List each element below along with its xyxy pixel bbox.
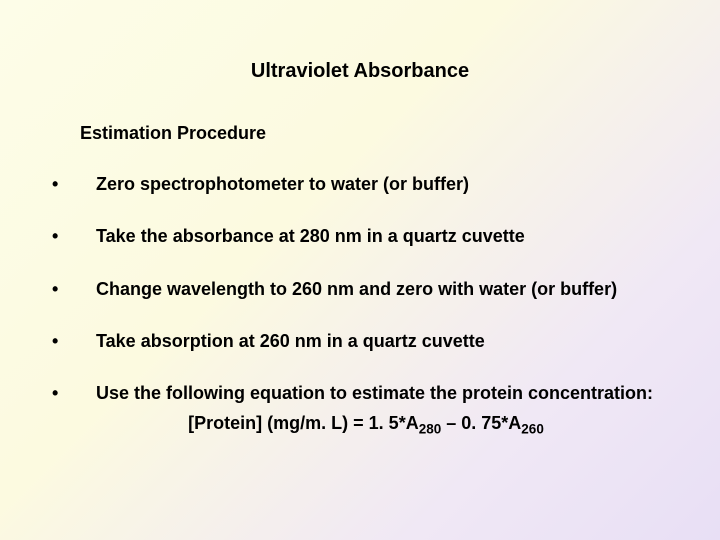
equation-sub: 260 [521, 422, 544, 437]
bullet-icon: • [52, 277, 96, 301]
bullet-text-line: Use the following equation to estimate t… [96, 383, 653, 403]
bullet-icon: • [52, 329, 96, 353]
list-item: • Take absorption at 260 nm in a quartz … [52, 329, 680, 353]
list-item: • Take the absorbance at 280 nm in a qua… [52, 224, 680, 248]
bullet-text: Take the absorbance at 280 nm in a quart… [96, 224, 680, 248]
list-item: • Use the following equation to estimate… [52, 381, 680, 439]
slide: Ultraviolet Absorbance Estimation Proced… [0, 0, 720, 540]
bullet-text: Use the following equation to estimate t… [96, 381, 680, 439]
slide-subtitle: Estimation Procedure [80, 123, 680, 144]
bullet-icon: • [52, 172, 96, 196]
equation: [Protein] (mg/m. L) = 1. 5*A280 – 0. 75*… [52, 411, 680, 439]
bullet-icon: • [52, 224, 96, 248]
bullet-text: Zero spectrophotometer to water (or buff… [96, 172, 680, 196]
slide-title: Ultraviolet Absorbance [40, 60, 680, 83]
bullet-text: Take absorption at 260 nm in a quartz cu… [96, 329, 680, 353]
list-item: • Change wavelength to 260 nm and zero w… [52, 277, 680, 301]
bullet-list: • Zero spectrophotometer to water (or bu… [52, 172, 680, 439]
equation-part: – 0. 75*A [441, 413, 521, 433]
list-item: • Zero spectrophotometer to water (or bu… [52, 172, 680, 196]
equation-sub: 280 [419, 422, 442, 437]
bullet-text: Change wavelength to 260 nm and zero wit… [96, 277, 680, 301]
equation-part: [Protein] (mg/m. L) = 1. 5*A [188, 413, 419, 433]
